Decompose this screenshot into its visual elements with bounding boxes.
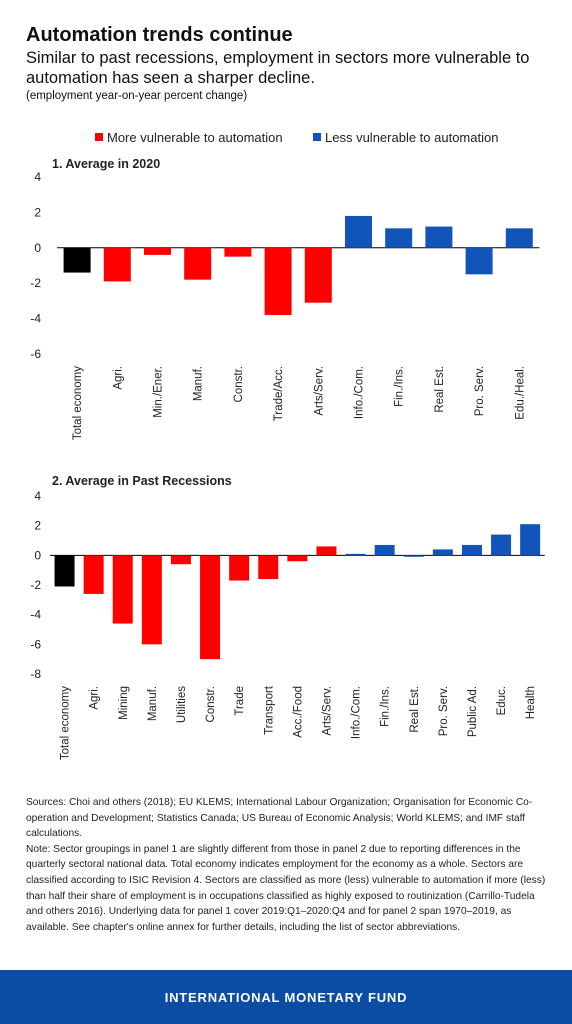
x-tick-label: Educ. [496,686,508,715]
footer-label: INTERNATIONAL MONETARY FUND [164,989,408,1005]
y-tick-label: -4 [30,608,41,622]
x-tick-label: Mining [118,686,130,720]
y-tick-label: 4 [34,170,41,184]
x-tick-label: Pro. Serv. [474,366,486,416]
x-tick-label: Min./Ener. [153,366,165,418]
sources-text: Sources: Choi and others (2018); EU KLEM… [26,797,533,840]
bar [520,524,541,556]
x-tick-label: Constr. [205,686,217,722]
y-tick-label: 4 [34,489,41,503]
panel-past-recessions: 2. Average in Past Recessions 4 2 0 -2 -4 -6 -8… [30,474,545,760]
y-tick-label: 2 [34,205,41,219]
bar [229,555,250,581]
y-tick-label: 0 [34,548,41,562]
x-tick-label: Total economy [72,366,84,440]
x-tick-label: Public Ad. [467,686,479,737]
y-tick-label: -8 [30,667,41,681]
x-tick-label: Info./Com. [351,686,363,739]
y-tick-label: -2 [30,276,41,290]
note-text: Note: Sector groupings in panel 1 are sl… [26,843,546,933]
x-tick-label: Acc./Food [292,686,304,738]
x-tick-label: Info./Com. [354,366,366,419]
x-tick-label: Fin./Ins. [380,686,392,727]
x-tick-label: Pro. Serv. [438,686,450,736]
x-tick-label: Arts/Serv. [321,686,333,736]
bar [258,555,279,580]
chart-title: Automation trends continue [26,24,293,46]
bar [345,215,372,248]
legend-swatch [95,133,103,141]
x-tick-label: Manuf. [147,686,159,721]
bar [345,553,366,556]
bar [461,544,482,556]
x-tick-label: Utilities [176,686,188,723]
bar [144,247,171,255]
y-tick-label: -4 [30,312,41,326]
x-tick-label: Edu./Heal. [514,366,526,420]
bar [432,549,453,556]
bar [374,544,395,556]
x-tick-label: Real Est. [434,366,446,413]
chart-area: More vulnerable to automation Less vulner… [30,130,545,760]
y-tick-label: 0 [34,241,41,255]
x-tick-label: Health [525,686,537,719]
bar [63,247,91,273]
bar [385,228,413,248]
bar [184,247,212,280]
bar [200,555,221,660]
bar [54,555,75,587]
panel-title: 2. Average in Past Recessions [52,474,232,488]
bar [83,555,104,594]
bar [425,226,453,248]
bar [491,534,512,556]
x-tick-label: Arts/Serv. [313,366,325,416]
legend-swatch [313,133,321,141]
notes-section: Sources: Choi and others (2018); EU KLEM… [26,795,548,935]
x-tick-label: Transport [263,685,275,735]
y-tick-label: -6 [30,637,41,651]
panel-average-2020: 1. Average in 2020 4 2 0 -2 -4 -6 Total economy… [30,157,540,440]
bar [403,555,424,557]
y-tick-label: -6 [30,347,41,361]
bar [304,247,332,303]
x-tick-label: Trade/Acc. [273,366,285,421]
x-tick-label: Total economy [60,686,72,760]
x-tick-label: Trade [234,686,246,716]
bar [170,555,191,565]
bar [465,247,493,275]
x-tick-label: Agri. [112,366,124,390]
bar [141,555,162,645]
legend-label: More vulnerable to automation [107,130,283,145]
bar [287,555,308,562]
bar [103,247,131,282]
footer-bar: INTERNATIONAL MONETARY FUND [0,970,572,1024]
x-tick-label: Manuf. [193,366,205,401]
x-tick-label: Fin./Ins. [394,366,406,407]
x-tick-label: Real Est. [409,686,421,733]
legend: More vulnerable to automation Less vulner… [95,130,498,145]
x-tick-label: Agri. [89,686,101,710]
y-tick-label: 2 [34,519,41,533]
chart-subtitle: Similar to past recessions, employment i… [26,49,530,87]
bar [264,247,292,316]
bar [224,247,252,257]
units-label: (employment year-on-year percent change) [26,90,248,102]
bar [316,546,337,556]
y-tick-label: -2 [30,578,41,592]
bar [505,228,533,248]
x-tick-label: Constr. [233,366,245,402]
bar [112,555,133,624]
legend-label: Less vulnerable to automation [325,130,498,145]
panel-title: 1. Average in 2020 [52,157,160,171]
